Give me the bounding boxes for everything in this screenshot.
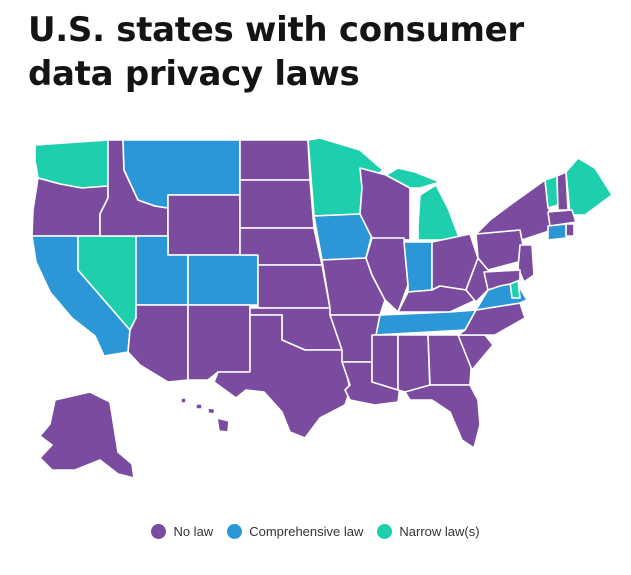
state-sd bbox=[239, 179, 315, 229]
state-ga bbox=[427, 334, 473, 386]
state-wy bbox=[167, 194, 241, 256]
state-ks bbox=[257, 264, 331, 309]
state-ak bbox=[39, 391, 135, 479]
state-nd bbox=[239, 139, 311, 181]
state-in bbox=[403, 241, 433, 293]
state-ny bbox=[475, 179, 553, 241]
state-ri bbox=[565, 223, 575, 237]
state-az bbox=[127, 304, 189, 383]
state-al bbox=[397, 334, 431, 393]
legend-item-narrow: Narrow law(s) bbox=[377, 524, 480, 539]
state-me bbox=[565, 157, 613, 216]
legend-label-comprehensive: Comprehensive law bbox=[249, 524, 364, 539]
legend-swatch-comprehensive bbox=[227, 524, 243, 539]
state-nj bbox=[517, 244, 535, 283]
state-or bbox=[31, 177, 109, 237]
state-tx bbox=[213, 314, 351, 439]
state-ct bbox=[547, 223, 567, 241]
state-ms bbox=[371, 334, 399, 391]
state-vt bbox=[544, 175, 559, 209]
state-md bbox=[483, 269, 521, 291]
state-ky bbox=[397, 285, 477, 313]
legend-item-comprehensive: Comprehensive law bbox=[227, 524, 363, 539]
state-tn bbox=[375, 309, 477, 336]
state-co bbox=[187, 254, 259, 306]
state-hi bbox=[180, 397, 230, 433]
legend-label-no-law: No law bbox=[173, 524, 214, 539]
legend-swatch-no-law bbox=[151, 524, 167, 539]
legend-swatch-narrow bbox=[377, 524, 393, 539]
legend-item-no-law: No law bbox=[151, 524, 213, 539]
state-nm bbox=[187, 304, 251, 381]
map-title: U.S. states with consumer data privacy l… bbox=[28, 10, 524, 94]
state-fl bbox=[404, 384, 481, 449]
state-ma bbox=[547, 209, 577, 227]
legend: No law Comprehensive law Narrow law(s) bbox=[0, 524, 631, 539]
legend-label-narrow: Narrow law(s) bbox=[399, 524, 480, 539]
